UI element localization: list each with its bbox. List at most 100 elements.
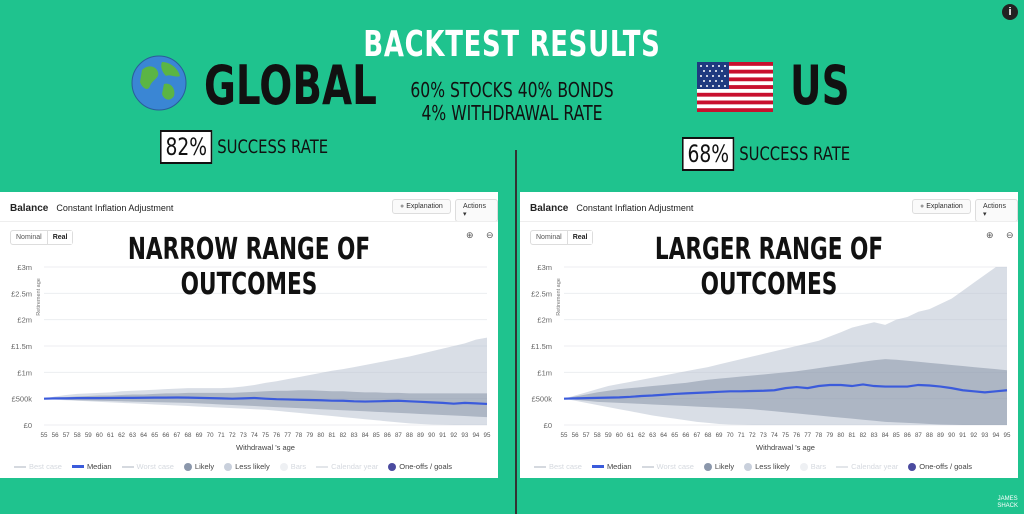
zoom-in-icon[interactable]: ⊕ bbox=[466, 230, 474, 240]
x-tick-label: 92 bbox=[450, 432, 457, 439]
x-tick-label: 63 bbox=[129, 432, 136, 439]
legend-best[interactable]: Best case bbox=[534, 462, 582, 471]
x-tick-label: 87 bbox=[915, 432, 922, 439]
x-tick-label: 89 bbox=[417, 432, 424, 439]
explanation-label: Explanation bbox=[406, 203, 443, 210]
legend-bars[interactable]: Bars bbox=[279, 462, 306, 471]
nominal-real-toggle[interactable]: Nominal Real bbox=[530, 230, 594, 245]
x-tick-label: 91 bbox=[959, 432, 966, 439]
real-toggle[interactable]: Real bbox=[46, 231, 73, 244]
info-icon[interactable]: i bbox=[1002, 4, 1018, 20]
y-tick-label: £1m bbox=[17, 368, 32, 377]
x-tick-label: 77 bbox=[284, 432, 291, 439]
panel-header: Balance Constant Inflation Adjustment bbox=[10, 203, 173, 214]
nominal-toggle[interactable]: Nominal bbox=[536, 234, 562, 241]
x-tick-label: 56 bbox=[572, 432, 579, 439]
x-tick-label: 78 bbox=[815, 432, 822, 439]
x-tick-label: 73 bbox=[760, 432, 767, 439]
y-tick-label: £1.5m bbox=[531, 342, 552, 351]
global-success-text: SUCCESS RATE bbox=[217, 136, 329, 158]
x-tick-label: 72 bbox=[749, 432, 756, 439]
x-tick-label: 62 bbox=[638, 432, 645, 439]
divider bbox=[515, 150, 517, 514]
x-tick-label: 59 bbox=[85, 432, 92, 439]
legend-oneoffs[interactable]: One-offs / goals bbox=[908, 462, 972, 471]
real-toggle[interactable]: Real bbox=[566, 231, 593, 244]
explanation-button[interactable]: ● Explanation bbox=[912, 199, 971, 214]
x-tick-label: 71 bbox=[218, 432, 225, 439]
us-flag-icon bbox=[697, 62, 773, 112]
x-tick-label: 81 bbox=[849, 432, 856, 439]
panel-subtitle: Constant Inflation Adjustment bbox=[56, 203, 174, 213]
y-tick-label: £2m bbox=[17, 316, 32, 325]
legend-calendar[interactable]: Calendar year bbox=[316, 462, 378, 471]
zoom-in-icon[interactable]: ⊕ bbox=[986, 230, 994, 240]
x-axis-label: Withdrawal 's age bbox=[756, 443, 815, 452]
less-likely-band bbox=[44, 337, 487, 425]
legend-likely[interactable]: Likely bbox=[703, 462, 734, 471]
legend-less-likely[interactable]: Less likely bbox=[744, 462, 790, 471]
global-success-pct: 82% bbox=[160, 130, 213, 164]
legend: Best case Median Worst case Likely Less … bbox=[534, 462, 972, 471]
x-tick-label: 62 bbox=[118, 432, 125, 439]
x-tick-label: 70 bbox=[727, 432, 734, 439]
x-tick-label: 66 bbox=[162, 432, 169, 439]
explanation-button[interactable]: ● Explanation bbox=[392, 199, 451, 214]
y-tick-label: £0 bbox=[544, 421, 552, 430]
x-tick-label: 71 bbox=[738, 432, 745, 439]
panel-title: Balance bbox=[530, 203, 569, 214]
x-tick-label: 90 bbox=[428, 432, 435, 439]
us-success-text: SUCCESS RATE bbox=[739, 143, 851, 165]
nominal-real-toggle[interactable]: Nominal Real bbox=[10, 230, 74, 245]
legend-bars[interactable]: Bars bbox=[799, 462, 826, 471]
withdrawal-text: 4% WITHDRAWAL RATE bbox=[421, 101, 603, 125]
x-axis-label: Withdrawal 's age bbox=[236, 443, 295, 452]
x-tick-label: 86 bbox=[904, 432, 911, 439]
explanation-label: Explanation bbox=[926, 203, 963, 210]
nominal-toggle[interactable]: Nominal bbox=[16, 234, 42, 241]
x-tick-label: 95 bbox=[484, 432, 491, 439]
x-tick-label: 84 bbox=[882, 432, 889, 439]
legend-median[interactable]: Median bbox=[71, 462, 112, 471]
x-tick-label: 78 bbox=[295, 432, 302, 439]
globe-icon bbox=[131, 55, 187, 111]
x-tick-label: 59 bbox=[605, 432, 612, 439]
x-tick-label: 81 bbox=[329, 432, 336, 439]
y-tick-label: £2.5m bbox=[11, 289, 32, 298]
x-tick-label: 64 bbox=[660, 432, 667, 439]
global-success: 82% SUCCESS RATE bbox=[160, 130, 328, 164]
x-tick-label: 91 bbox=[439, 432, 446, 439]
x-tick-label: 86 bbox=[384, 432, 391, 439]
us-balance-panel: Balance Constant Inflation Adjustment ● E… bbox=[520, 192, 1018, 478]
legend-oneoffs[interactable]: One-offs / goals bbox=[388, 462, 452, 471]
y-tick-label: £1.5m bbox=[11, 342, 32, 351]
zoom-out-icon[interactable]: ⊖ bbox=[1006, 230, 1014, 240]
y-tick-label: £3m bbox=[537, 263, 552, 272]
x-tick-label: 82 bbox=[860, 432, 867, 439]
x-tick-label: 83 bbox=[871, 432, 878, 439]
us-success: 68% SUCCESS RATE bbox=[682, 137, 850, 171]
y-tick-label: £500k bbox=[532, 395, 553, 404]
likely-band bbox=[564, 359, 1007, 425]
legend-worst[interactable]: Worst case bbox=[121, 462, 174, 471]
info-dot-icon: ● bbox=[400, 203, 405, 210]
x-tick-label: 93 bbox=[461, 432, 468, 439]
legend-less-likely[interactable]: Less likely bbox=[224, 462, 270, 471]
x-tick-label: 94 bbox=[472, 432, 479, 439]
global-balance-panel: Balance Constant Inflation Adjustment ● E… bbox=[0, 192, 498, 478]
panel-header: Balance Constant Inflation Adjustment bbox=[530, 203, 693, 214]
median-line bbox=[563, 383, 1008, 400]
y-tick-label: £2m bbox=[537, 316, 552, 325]
legend-calendar[interactable]: Calendar year bbox=[836, 462, 898, 471]
x-tick-label: 79 bbox=[306, 432, 313, 439]
allocation-text: 60% STOCKS 40% BONDS bbox=[410, 78, 614, 102]
median-line bbox=[43, 396, 488, 406]
x-tick-label: 56 bbox=[52, 432, 59, 439]
legend-worst[interactable]: Worst case bbox=[641, 462, 694, 471]
y-tick-label: £2.5m bbox=[531, 289, 552, 298]
legend-median[interactable]: Median bbox=[591, 462, 632, 471]
legend-likely[interactable]: Likely bbox=[183, 462, 214, 471]
zoom-out-icon[interactable]: ⊖ bbox=[486, 230, 494, 240]
legend-best[interactable]: Best case bbox=[14, 462, 62, 471]
x-tick-label: 64 bbox=[140, 432, 147, 439]
